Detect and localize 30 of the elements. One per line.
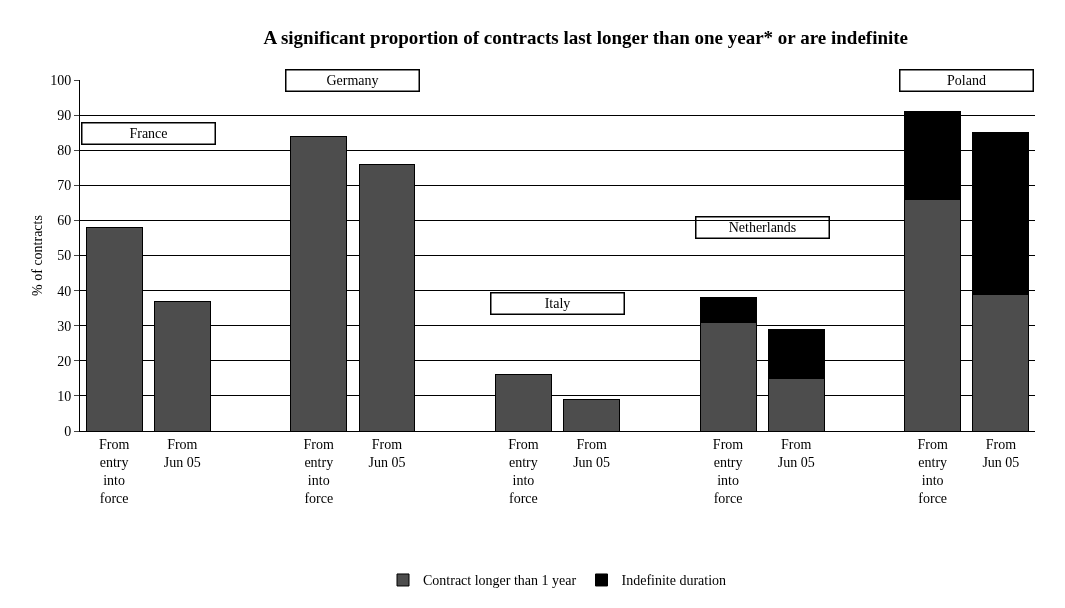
y-tick-label: 40 (57, 283, 72, 299)
x-tick-label: From entry into force (508, 436, 539, 507)
x-tick-label: From entry into force (98, 436, 130, 507)
x-tick-label: From entry into force (917, 436, 948, 507)
y-tick-label: 80 (57, 143, 72, 159)
annotation: Italy (544, 296, 571, 311)
y-tick-label: 90 (57, 108, 72, 123)
annotation: Netherlands (728, 220, 797, 235)
y-axis-title: % of contracts (30, 215, 45, 296)
x-tick-label: From Jun 05 (573, 436, 611, 470)
x-tick-label: From entry into force (303, 436, 335, 507)
y-tick-label: 20 (57, 353, 72, 369)
x-tick-label: From Jun 05 (777, 436, 815, 470)
y-tick-label: 60 (57, 213, 72, 229)
y-tick-label: 50 (57, 248, 72, 264)
y-tick-label: 10 (57, 388, 72, 404)
x-tick-label: From entry into force (712, 436, 744, 507)
legend-label: Indefinite duration (621, 573, 727, 589)
x-tick-label: From Jun 05 (163, 436, 201, 470)
y-tick-label: 100 (50, 72, 72, 88)
x-tick-label: From Jun 05 (368, 436, 406, 470)
y-tick-label: 30 (57, 318, 72, 334)
y-tick-label: 0 (64, 423, 72, 439)
chart-title: A significant proportion of contracts last longer than one year* or are indefinite (263, 26, 909, 48)
legend-label: Contract longer than 1 year (423, 573, 577, 589)
y-tick-label: 70 (57, 178, 72, 194)
annotation: Poland (947, 73, 986, 88)
x-tick-label: From Jun 05 (982, 436, 1020, 470)
annotation: France (129, 126, 168, 141)
annotation: Germany (326, 73, 379, 88)
